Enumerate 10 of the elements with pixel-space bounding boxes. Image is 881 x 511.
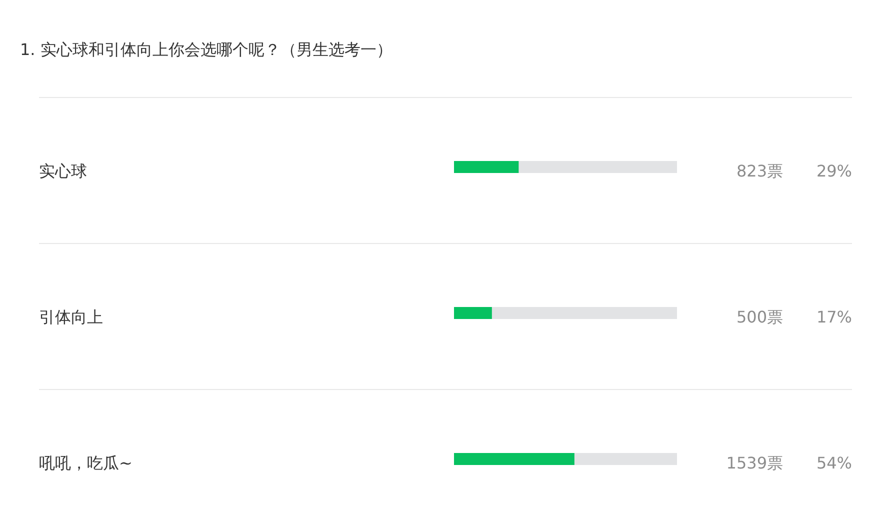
text: 1539票 xyxy=(726,454,783,472)
data-label: 17% xyxy=(816,308,852,326)
y-tick-label: 实心球 xyxy=(39,162,87,180)
y-tick-label: 吼吼，吃瓜~ xyxy=(39,454,132,472)
text: 1. 实心球和引体向上你会选哪个呢？（男生选考一） xyxy=(20,39,392,61)
data-label: 29% xyxy=(816,162,852,180)
data-label: 54% xyxy=(816,454,852,472)
y-tick-label: 引体向上 xyxy=(39,308,103,326)
text: 823票 xyxy=(736,162,783,180)
text: 500票 xyxy=(736,308,783,326)
